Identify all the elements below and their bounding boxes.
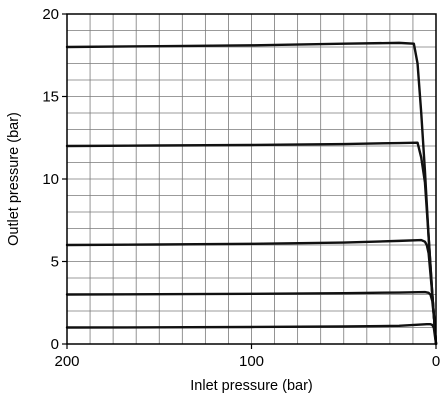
series-line-5	[65, 323, 438, 346]
series-line-3	[65, 238, 438, 346]
x-tick-label: 200	[54, 353, 79, 370]
series-group	[65, 41, 438, 346]
x-tick-label: 0	[432, 353, 440, 370]
y-tick-label: 5	[51, 254, 59, 271]
x-tick-label: 100	[239, 353, 264, 370]
x-axis-title: Inlet pressure (bar)	[190, 378, 313, 394]
y-tick-label: 15	[42, 89, 59, 106]
y-tick-label: 20	[42, 6, 59, 23]
y-axis-title: Outlet pressure (bar)	[6, 112, 22, 246]
y-tick-label: 0	[51, 336, 59, 353]
y-tick-label: 10	[42, 171, 59, 188]
series-line-4	[65, 290, 438, 346]
ticks: 0 5 10 15 20 200 100 0	[42, 6, 440, 370]
